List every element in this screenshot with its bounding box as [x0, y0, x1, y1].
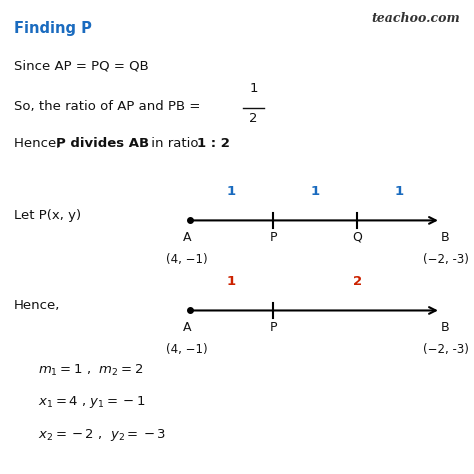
- Text: So, the ratio of AP and PB =: So, the ratio of AP and PB =: [14, 100, 205, 112]
- Text: B: B: [441, 321, 450, 334]
- Text: B: B: [441, 231, 450, 244]
- Text: in ratio: in ratio: [147, 137, 203, 150]
- Text: 1: 1: [227, 185, 236, 198]
- Text: Since AP = PQ = QB: Since AP = PQ = QB: [14, 59, 149, 72]
- Text: $x_2 = -2$ ,  $y_2 = -3$: $x_2 = -2$ , $y_2 = -3$: [38, 427, 166, 443]
- Text: Finding P: Finding P: [14, 21, 92, 36]
- Text: 1: 1: [394, 185, 403, 198]
- Text: A: A: [183, 321, 191, 334]
- Text: 2: 2: [353, 275, 362, 288]
- Text: Hence,: Hence,: [14, 299, 61, 312]
- Text: $x_1 = 4$ , $y_1 = -1$: $x_1 = 4$ , $y_1 = -1$: [38, 394, 146, 410]
- Text: (−2, -3): (−2, -3): [423, 343, 468, 356]
- Text: A: A: [183, 231, 191, 244]
- Text: 1: 1: [310, 185, 320, 198]
- Text: P: P: [270, 321, 277, 334]
- Text: 1: 1: [249, 82, 258, 95]
- Text: Let P(x, y): Let P(x, y): [14, 209, 82, 222]
- Text: (4, −1): (4, −1): [166, 253, 208, 265]
- Text: teachoo.com: teachoo.com: [371, 12, 460, 25]
- Text: Q: Q: [352, 231, 362, 244]
- Text: $m_1 = 1$ ,  $m_2 = 2$: $m_1 = 1$ , $m_2 = 2$: [38, 363, 143, 378]
- Text: 2: 2: [249, 112, 258, 125]
- Text: 1: 1: [227, 275, 236, 288]
- Text: Hence,: Hence,: [14, 137, 65, 150]
- Text: P divides AB: P divides AB: [56, 137, 149, 150]
- Text: (4, −1): (4, −1): [166, 343, 208, 356]
- Text: (−2, -3): (−2, -3): [423, 253, 468, 265]
- Text: 1 : 2: 1 : 2: [197, 137, 229, 150]
- Text: P: P: [270, 231, 277, 244]
